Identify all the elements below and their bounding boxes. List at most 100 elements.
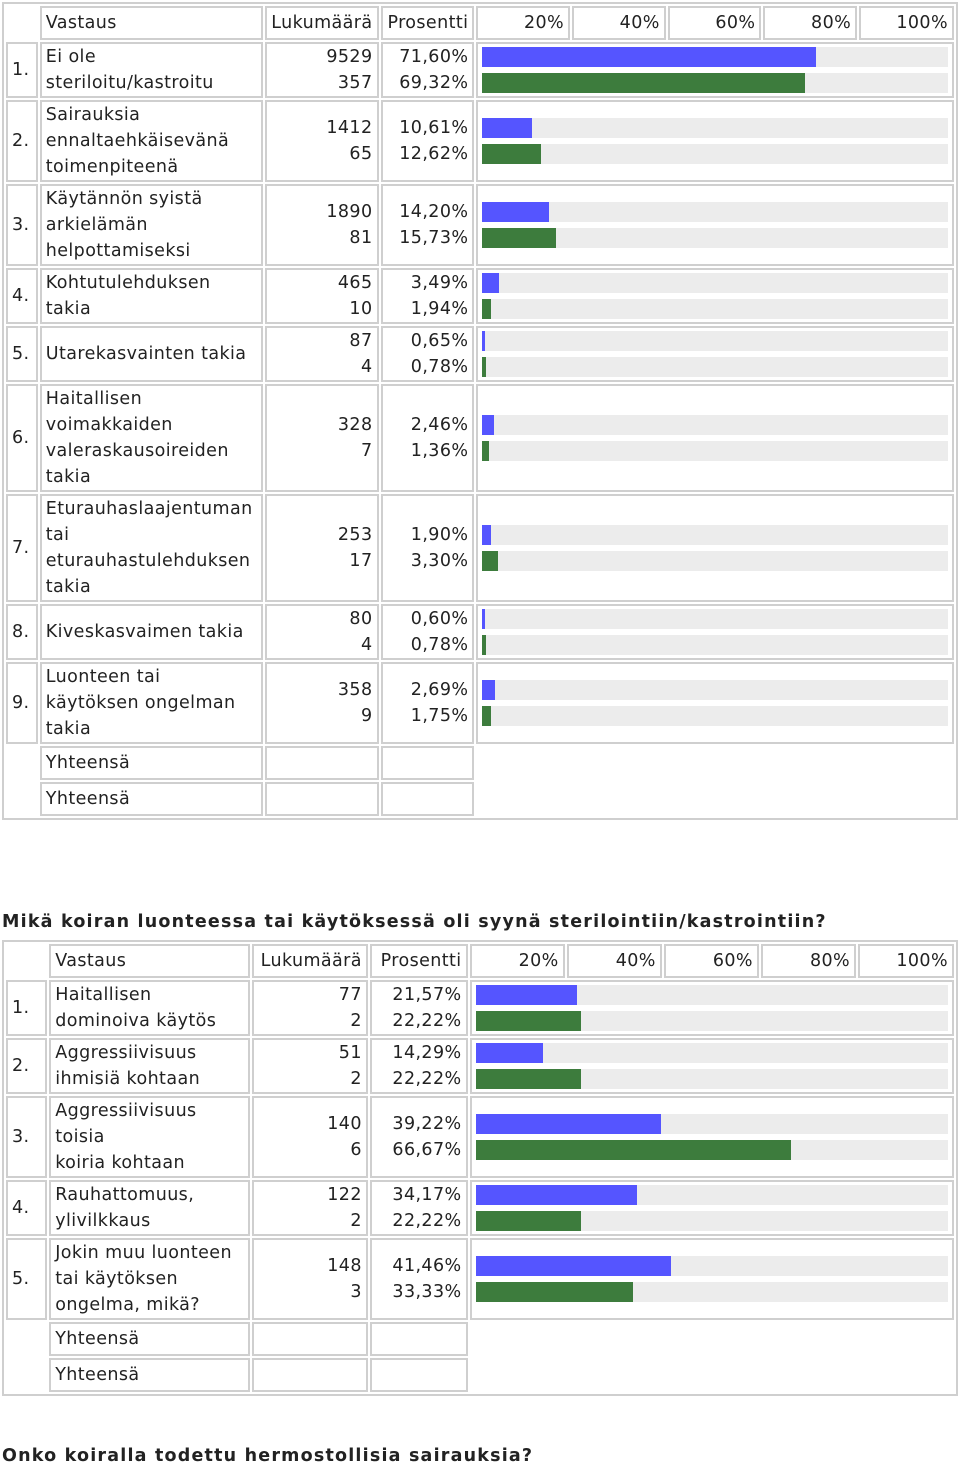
answer-label-line: Aggressiivisuus toisia [55,1101,197,1147]
table-row: 7. Eturauhaslaajentuman tai eturauhastulehd… [6,494,954,602]
answer-label: Aggressiivisuus toisia koiria kohtaan [49,1096,251,1178]
row-number: 4. [6,268,38,324]
percent-cell: 14,20% 15,73% [380,184,475,266]
header-row: Vastaus Lukumäärä Prosentti 20% 40% 60% … [6,944,954,978]
bar-track [475,1011,948,1031]
count-value: 148 [327,1256,362,1276]
bar-track [482,47,948,67]
totals-count [265,746,379,780]
answer-label-line: arkielämän [45,215,148,235]
totals-percent [380,746,475,780]
answer-label-line: valeraskausoireiden [45,441,229,461]
answer-label-line: Utarekasvainten takia [45,344,247,364]
bar-row [482,412,948,438]
bar-series-b [475,1282,633,1302]
bar-track [482,525,948,545]
bar-series-a [482,680,495,700]
bar-series-b [482,706,491,726]
totals-count [252,1358,368,1392]
empty-cell [476,746,954,780]
bar-track [475,985,948,1005]
header-60: 60% [667,6,762,40]
header-percent: Prosentti [369,944,468,978]
empty-cell [476,782,954,816]
bar-row [482,296,948,322]
bar-cell [476,494,954,602]
row-number: 6. [6,384,38,492]
count-value: 3 [350,1282,362,1302]
count-value: 2 [350,1211,362,1231]
bar-track [475,1256,948,1276]
count-cell: 1890 81 [265,184,379,266]
bar-row [482,270,948,296]
bar-series-b [482,73,806,93]
bar-row [475,1279,948,1305]
bar-series-a [475,1185,637,1205]
count-cell: 9529 357 [265,42,379,98]
count-cell: 87 4 [265,326,379,382]
bar-track [482,635,948,655]
count-value: 4 [360,357,373,377]
table-row: 1. Ei ole steriloitu/kastroitu 9529 357 71,60… [6,42,954,98]
percent-value: 69,32% [399,73,469,93]
bar-series-a [482,415,494,435]
count-cell: 77 2 [252,980,368,1036]
count-value: 253 [337,525,373,545]
percent-value: 39,22% [392,1114,462,1134]
answer-label-line: Kiveskasvaimen takia [45,622,244,642]
row-number: 9. [6,662,38,744]
count-value: 87 [349,331,373,351]
bar-track [482,357,948,377]
table-row: 5. Utarekasvainten takia 87 4 0,65% 0,78% [6,326,954,382]
count-value: 328 [337,415,373,435]
percent-cell: 34,17% 22,22% [369,1180,468,1236]
totals-percent [369,1358,468,1392]
percent-value: 1,75% [410,706,469,726]
answer-label: Jokin muu luonteen tai käytöksen ongelma, … [49,1238,251,1320]
answer-label-line: takia [45,719,92,739]
header-20: 20% [469,944,565,978]
percent-cell: 14,29% 22,22% [369,1038,468,1094]
bar-row [475,1111,948,1137]
bar-track [482,228,948,248]
answer-label-line: takia [45,577,92,597]
table-row: 9. Luonteen tai käytöksen ongelman takia 358… [6,662,954,744]
bar-track [475,1114,948,1134]
results-table-2: Vastaus Lukumäärä Prosentti 20% 40% 60% … [2,940,958,1396]
bar-track [482,706,948,726]
count-value: 80 [349,609,373,629]
bar-series-a [482,273,499,293]
bar-row [475,1208,948,1234]
percent-value: 10,61% [399,118,469,138]
count-value: 1412 [326,118,373,138]
table-row: 4. Kohtutulehduksen takia 465 10 3,49% 1,94% [6,268,954,324]
bar-row [475,1137,948,1163]
bar-series-b [482,357,487,377]
bar-track [482,551,948,571]
answer-label-line: voimakkaiden [45,415,173,435]
answer-label: Kohtutulehduksen takia [39,268,264,324]
count-value: 358 [337,680,373,700]
header-answer: Vastaus [49,944,251,978]
percent-value: 12,62% [399,144,469,164]
bar-row [475,1040,948,1066]
totals-label: Yhteensä [49,1322,251,1356]
bar-track [482,680,948,700]
percent-cell: 41,46% 33,33% [369,1238,468,1320]
answer-label: Kiveskasvaimen takia [39,604,264,660]
totals-percent [369,1322,468,1356]
header-40: 40% [566,944,662,978]
bar-track [482,609,948,629]
percent-cell: 39,22% 66,67% [369,1096,468,1178]
answer-label-line: koiria kohtaan [55,1153,185,1173]
answer-label-line: toimenpiteenä [45,157,179,177]
bar-series-a [482,331,486,351]
bar-series-a [482,609,486,629]
row-number: 3. [6,1096,48,1178]
bar-series-b [482,228,556,248]
answer-label: Ei ole steriloitu/kastroitu [39,42,264,98]
bar-series-b [475,1211,581,1231]
header-100: 100% [859,6,954,40]
bar-track [475,1043,948,1063]
answer-label-line: Kohtutulehduksen [45,273,211,293]
